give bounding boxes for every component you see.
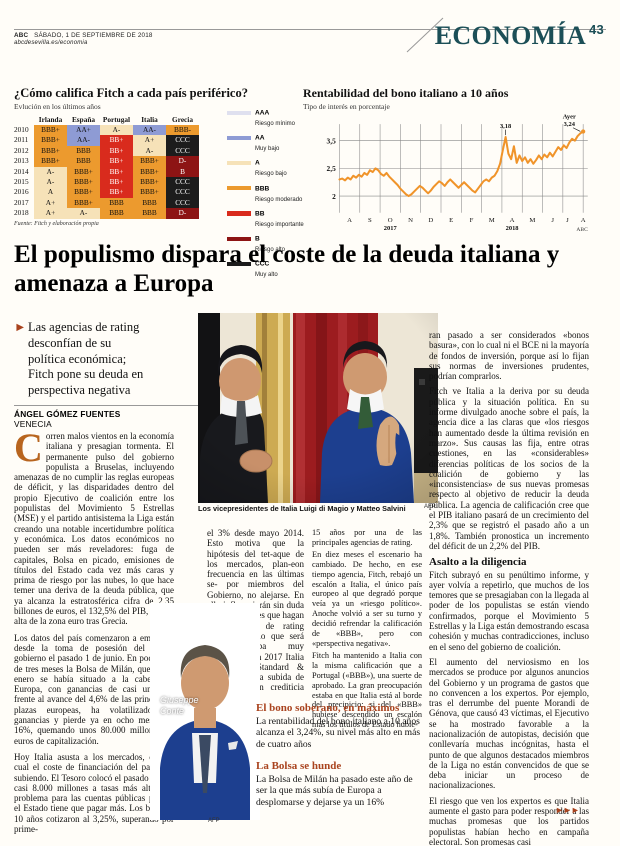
svg-text:O: O [388, 217, 393, 224]
svg-text:3,24: 3,24 [564, 121, 576, 128]
svg-text:2017: 2017 [384, 225, 398, 232]
svg-text:2018: 2018 [506, 225, 520, 232]
svg-text:Ayer: Ayer [563, 114, 576, 121]
svg-text:M: M [529, 217, 535, 224]
svg-text:J: J [566, 217, 569, 224]
svg-text:2: 2 [332, 192, 336, 201]
svg-text:2,5: 2,5 [327, 164, 337, 173]
svg-text:ABC: ABC [576, 227, 588, 233]
svg-text:D: D [428, 217, 433, 224]
svg-text:A: A [581, 217, 586, 224]
svg-text:S: S [368, 217, 372, 224]
svg-text:E: E [449, 217, 453, 224]
svg-text:3,18: 3,18 [500, 123, 512, 130]
svg-text:F: F [470, 217, 474, 224]
svg-text:A: A [347, 217, 352, 224]
svg-text:A: A [510, 217, 515, 224]
svg-text:M: M [489, 217, 495, 224]
svg-text:N: N [408, 217, 413, 224]
svg-text:3,5: 3,5 [327, 136, 337, 145]
svg-text:J: J [551, 217, 554, 224]
